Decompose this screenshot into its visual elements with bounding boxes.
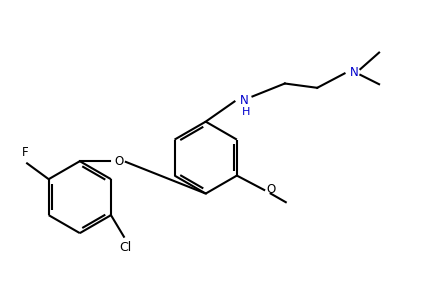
Text: F: F [22, 146, 28, 159]
Text: N: N [239, 94, 248, 107]
Text: Cl: Cl [119, 241, 132, 254]
Text: O: O [115, 155, 124, 168]
Text: O: O [266, 183, 275, 196]
Text: N: N [349, 66, 358, 79]
Text: H: H [242, 107, 250, 116]
